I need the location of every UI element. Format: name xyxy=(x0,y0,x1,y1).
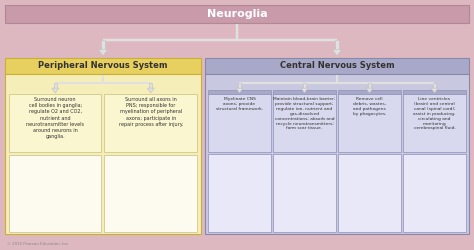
Bar xyxy=(238,83,241,88)
Text: Surround neuron
cell bodies in ganglia;
regulate O2 and CO2,
nutrient and
neurot: Surround neuron cell bodies in ganglia; … xyxy=(26,97,84,139)
Bar xyxy=(149,83,152,88)
Polygon shape xyxy=(236,88,243,93)
Bar xyxy=(5,5,469,23)
Text: Peripheral Nervous System: Peripheral Nervous System xyxy=(38,62,168,70)
Bar xyxy=(5,58,201,74)
Polygon shape xyxy=(147,88,154,93)
Polygon shape xyxy=(366,88,373,93)
Bar xyxy=(101,40,105,50)
Bar xyxy=(9,94,101,152)
Bar xyxy=(208,90,271,94)
Bar xyxy=(303,83,306,88)
Bar xyxy=(403,94,466,152)
Bar xyxy=(54,83,57,88)
Bar xyxy=(208,94,271,152)
Bar xyxy=(205,74,469,234)
Bar xyxy=(273,154,336,232)
Text: Myelinate CNS
axons; provide
structural framework.: Myelinate CNS axons; provide structural … xyxy=(216,97,263,111)
Polygon shape xyxy=(99,50,108,56)
Polygon shape xyxy=(52,88,59,93)
Bar xyxy=(338,90,401,94)
Bar xyxy=(208,154,271,232)
Bar xyxy=(9,155,101,232)
Text: Line ventricles
(brain) and central
canal (spinal cord);
assist in producing,
ci: Line ventricles (brain) and central cana… xyxy=(413,97,456,130)
Text: Surround all axons in
PNS; responsible for
myelination of peripheral
axons; part: Surround all axons in PNS; responsible f… xyxy=(118,97,183,127)
Polygon shape xyxy=(301,88,308,93)
Text: Central Nervous System: Central Nervous System xyxy=(280,62,394,70)
Bar xyxy=(335,40,339,50)
Bar xyxy=(368,83,371,88)
Bar xyxy=(273,90,336,94)
Bar xyxy=(338,154,401,232)
Text: Neuroglia: Neuroglia xyxy=(207,9,267,19)
Bar xyxy=(338,94,401,152)
Polygon shape xyxy=(332,50,341,56)
Bar xyxy=(273,94,336,152)
Bar xyxy=(5,74,201,234)
Text: © 2015 Pearson Education, Inc.: © 2015 Pearson Education, Inc. xyxy=(7,242,69,246)
Bar xyxy=(433,83,436,88)
Bar xyxy=(104,94,197,152)
Polygon shape xyxy=(431,88,438,93)
Text: Remove cell
debris, wastes,
and pathogens
by phagocytes.: Remove cell debris, wastes, and pathogen… xyxy=(353,97,386,116)
Text: Maintain blood-brain barrier;
provide structural support;
regulate ion, nutrient: Maintain blood-brain barrier; provide st… xyxy=(273,97,336,130)
Bar xyxy=(403,90,466,94)
Bar xyxy=(205,58,469,74)
Bar xyxy=(403,154,466,232)
Bar xyxy=(104,155,197,232)
